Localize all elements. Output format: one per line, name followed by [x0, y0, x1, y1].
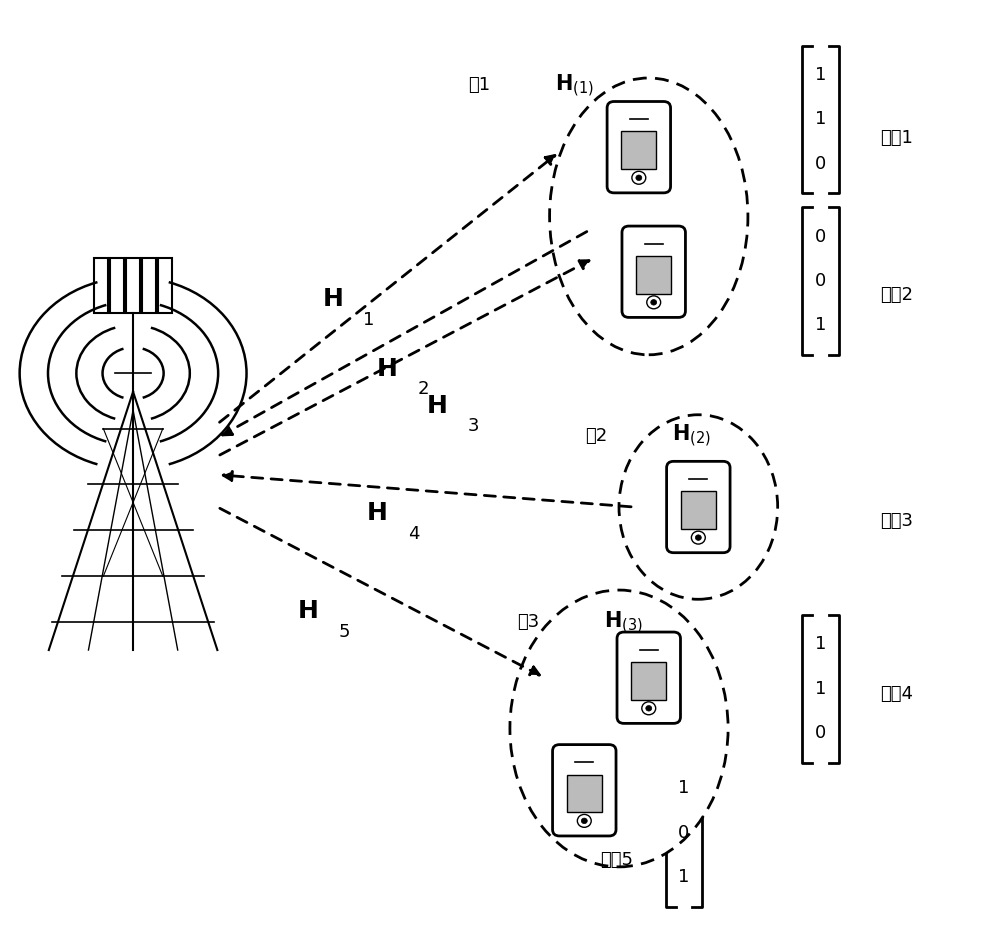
Text: 1: 1	[815, 636, 826, 654]
Ellipse shape	[510, 590, 728, 867]
Text: 用户1: 用户1	[880, 129, 913, 147]
Text: $\mathbf{H}_{(1)}$: $\mathbf{H}_{(1)}$	[555, 72, 594, 99]
Text: 1: 1	[678, 868, 689, 886]
Text: 2: 2	[418, 380, 429, 398]
Circle shape	[581, 818, 587, 824]
Bar	[110, 258, 124, 313]
FancyBboxPatch shape	[617, 632, 680, 723]
Text: $\mathbf{H}$: $\mathbf{H}$	[366, 502, 387, 525]
Text: 0: 0	[678, 824, 689, 842]
FancyArrowPatch shape	[223, 471, 631, 506]
Circle shape	[577, 815, 591, 828]
Circle shape	[691, 532, 705, 544]
Text: 1: 1	[678, 779, 689, 798]
Text: 0: 0	[815, 724, 826, 742]
Text: 组1: 组1	[468, 76, 490, 94]
Text: 0: 0	[815, 228, 826, 246]
Text: 4: 4	[408, 525, 419, 543]
Text: 0: 0	[815, 272, 826, 290]
Text: 用户4: 用户4	[880, 685, 913, 703]
Bar	[567, 775, 602, 812]
Bar	[142, 258, 156, 313]
FancyArrowPatch shape	[220, 155, 555, 423]
Circle shape	[646, 706, 652, 711]
Text: $\mathbf{H}$: $\mathbf{H}$	[322, 288, 342, 312]
FancyArrowPatch shape	[220, 261, 589, 455]
Text: $\mathbf{H}_{(2)}$: $\mathbf{H}_{(2)}$	[672, 423, 711, 450]
Circle shape	[632, 171, 646, 184]
Bar	[158, 258, 172, 313]
Text: $\mathbf{H}$: $\mathbf{H}$	[426, 394, 446, 417]
FancyBboxPatch shape	[553, 745, 616, 836]
Text: $\mathbf{H}$: $\mathbf{H}$	[297, 600, 317, 623]
Text: 1: 1	[815, 111, 826, 128]
Ellipse shape	[550, 78, 748, 355]
Text: 1: 1	[815, 66, 826, 84]
Text: $\mathbf{H}_{(3)}$: $\mathbf{H}_{(3)}$	[604, 609, 643, 636]
Circle shape	[636, 175, 642, 181]
Text: 用户2: 用户2	[880, 286, 913, 304]
Text: 用户3: 用户3	[880, 512, 913, 530]
FancyBboxPatch shape	[622, 226, 685, 317]
Bar	[621, 131, 656, 169]
Bar	[126, 258, 140, 313]
Text: 1: 1	[815, 317, 826, 334]
Text: 组2: 组2	[585, 427, 607, 445]
FancyBboxPatch shape	[667, 462, 730, 553]
Text: 3: 3	[467, 417, 479, 435]
FancyArrowPatch shape	[223, 232, 587, 435]
Circle shape	[651, 300, 657, 305]
Text: 1: 1	[363, 311, 375, 329]
Ellipse shape	[619, 414, 778, 600]
Bar	[636, 256, 671, 293]
Text: 0: 0	[815, 155, 826, 173]
Circle shape	[647, 296, 661, 309]
Text: 用户5: 用户5	[601, 852, 634, 870]
FancyArrowPatch shape	[220, 508, 539, 675]
Circle shape	[642, 702, 656, 715]
FancyBboxPatch shape	[607, 101, 671, 193]
Bar	[94, 258, 108, 313]
Text: $\mathbf{H}$: $\mathbf{H}$	[376, 357, 397, 381]
Text: 组3: 组3	[517, 614, 540, 631]
Circle shape	[695, 534, 701, 540]
Bar	[681, 492, 716, 529]
Bar	[631, 662, 666, 700]
Text: 5: 5	[338, 623, 350, 641]
Text: 1: 1	[815, 680, 826, 698]
